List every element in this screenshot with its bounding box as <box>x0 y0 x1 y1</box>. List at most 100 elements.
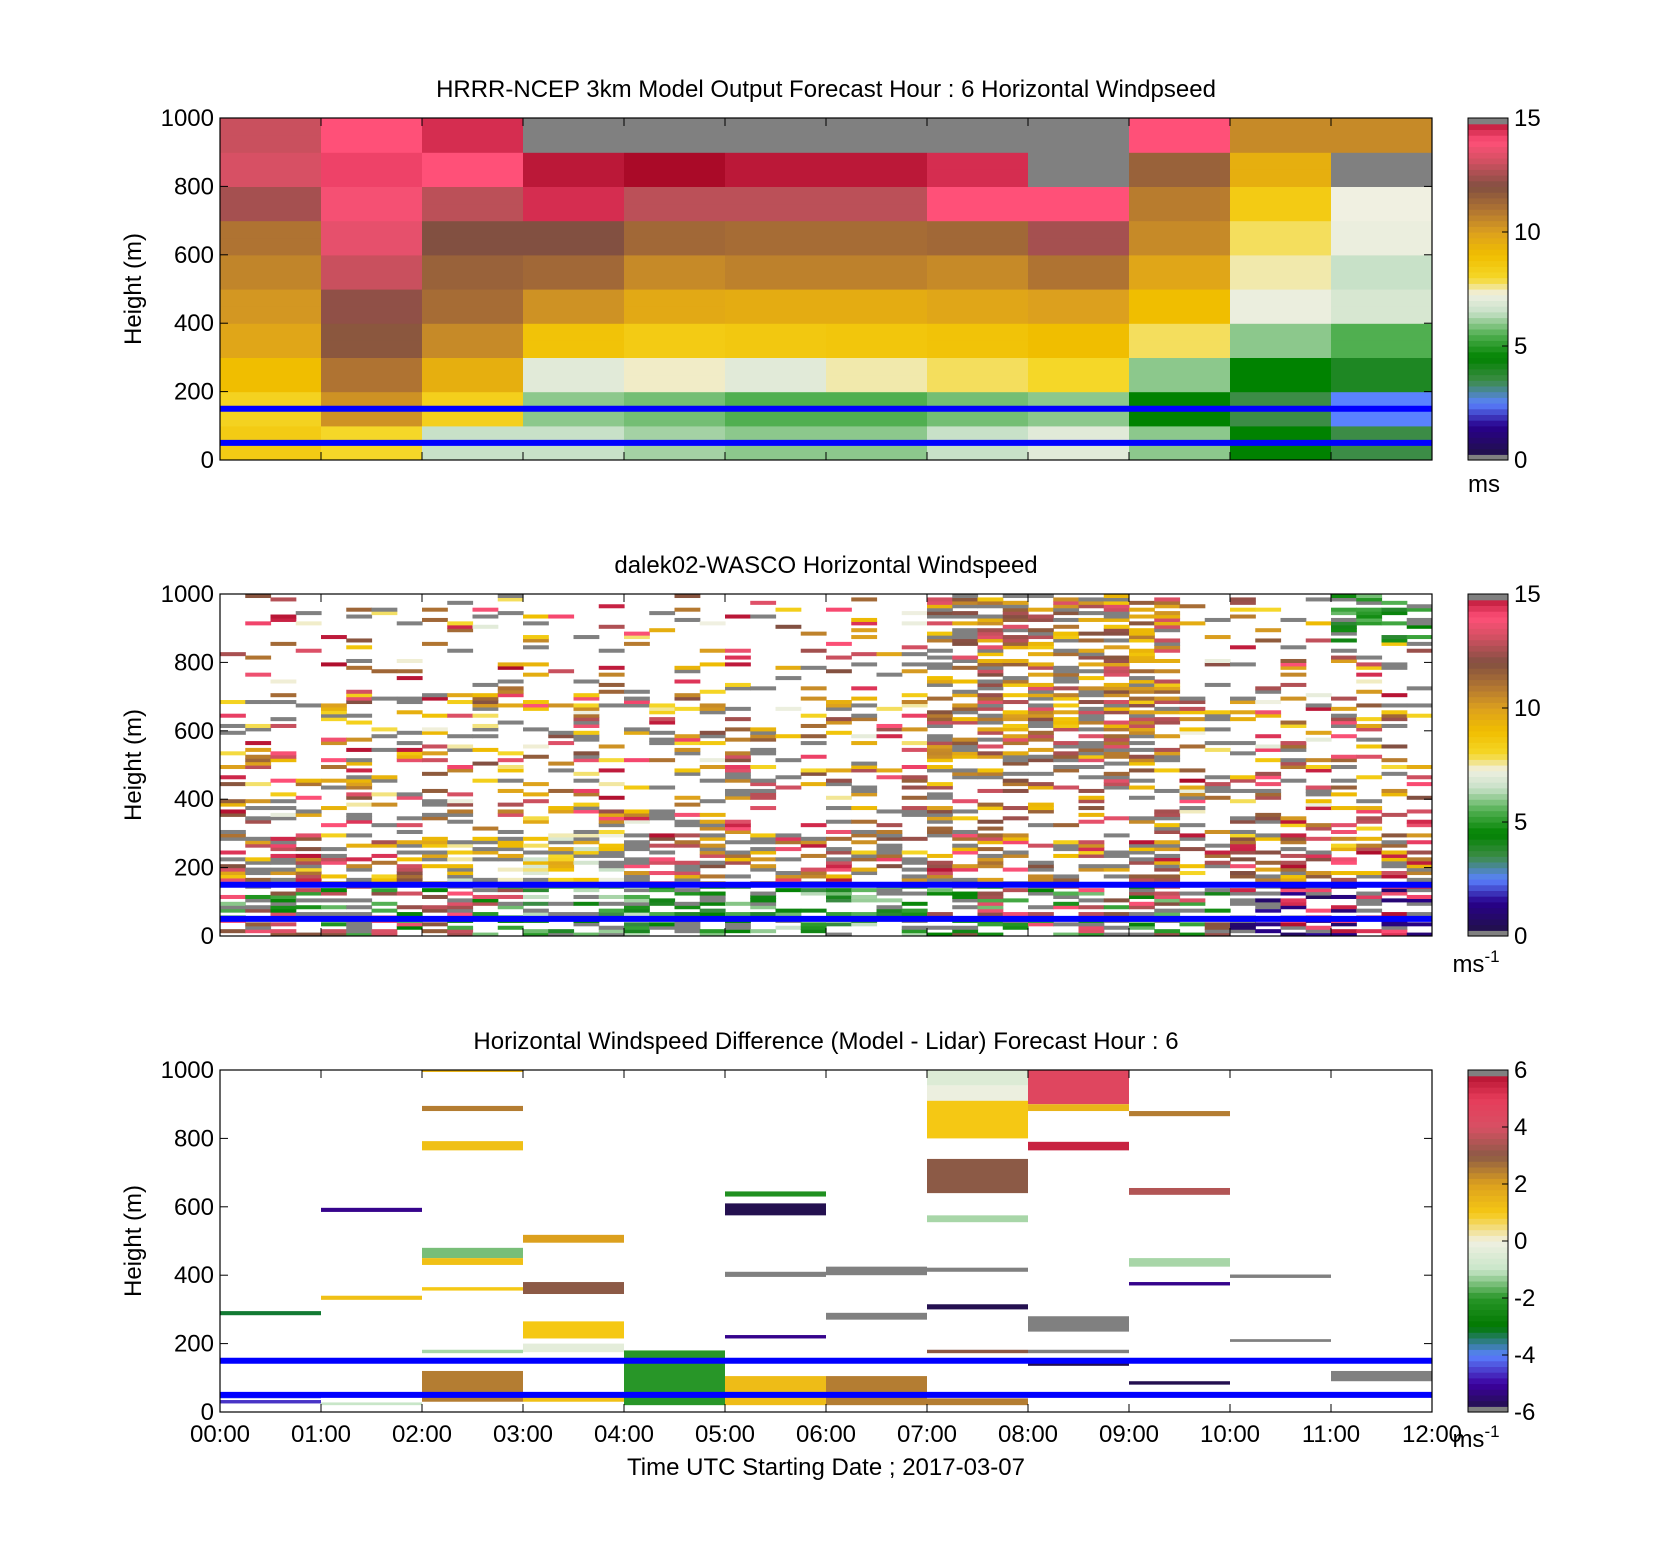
heatmap-cell <box>927 631 953 636</box>
heatmap-cell <box>1028 785 1054 790</box>
heatmap-cell <box>750 782 777 787</box>
heatmap-cell <box>321 662 347 667</box>
heatmap-cell <box>1255 713 1282 718</box>
heatmap-cell <box>1154 932 1181 936</box>
colorbar-swatch <box>1468 810 1508 817</box>
heatmap-cell <box>1028 888 1054 893</box>
heatmap-cell <box>1078 710 1105 715</box>
heatmap-cell <box>371 607 398 612</box>
heatmap-cell <box>245 806 272 811</box>
heatmap-cell <box>497 689 524 694</box>
x-tick-label: 09:00 <box>1099 1421 1159 1448</box>
heatmap-cell <box>927 621 953 626</box>
heatmap-cell <box>523 340 625 358</box>
colorbar-swatch <box>1468 1098 1508 1105</box>
heatmap-cell <box>1154 641 1181 646</box>
colorbar-swatch <box>1468 1206 1508 1214</box>
heatmap-cell <box>245 761 272 766</box>
y-tick-label: 800 <box>174 649 214 676</box>
heatmap-cell <box>725 857 751 862</box>
heatmap-cell <box>1078 648 1105 653</box>
heatmap-cell <box>901 703 928 708</box>
heatmap-cell <box>422 186 524 205</box>
heatmap-cell <box>649 758 676 763</box>
heatmap-cell <box>876 727 903 732</box>
heatmap-cell <box>346 645 373 650</box>
colorbar-swatch <box>1468 408 1508 415</box>
heatmap-cell <box>775 857 802 862</box>
heatmap-cell <box>548 853 575 858</box>
heatmap-cell <box>573 833 600 838</box>
heatmap-cell <box>422 306 524 324</box>
heatmap-cell <box>220 877 246 882</box>
heatmap-cell <box>1129 254 1231 273</box>
heatmap-cell <box>927 754 953 759</box>
heatmap-cell <box>598 819 625 824</box>
heatmap-cell <box>1230 717 1256 722</box>
heatmap-cell <box>977 877 1004 882</box>
colorbar-swatch <box>1468 1212 1508 1219</box>
heatmap-cell <box>1255 686 1282 691</box>
heatmap-cell <box>422 271 524 290</box>
heatmap-cell <box>1331 118 1432 136</box>
heatmap-cell <box>1381 891 1408 896</box>
heatmap-cell <box>1280 778 1307 783</box>
heatmap-cell <box>1381 717 1408 722</box>
heatmap-cell <box>750 929 777 934</box>
heatmap-cell <box>1179 823 1206 828</box>
heatmap-cell <box>674 737 701 742</box>
heatmap-cell <box>1230 901 1256 906</box>
heatmap-cell <box>1305 874 1332 879</box>
heatmap-cell <box>1406 819 1432 824</box>
heatmap-cell <box>523 635 549 640</box>
heatmap-cell <box>1305 621 1332 626</box>
heatmap-cell <box>725 737 751 742</box>
heatmap-cell <box>422 442 524 460</box>
heatmap-cell <box>1331 922 1357 927</box>
colorbar-unit: ms-1 <box>1452 947 1499 978</box>
heatmap-cell <box>220 391 322 410</box>
heatmap-cell <box>346 696 373 701</box>
difference-segment <box>927 1158 1028 1194</box>
heatmap-cell <box>750 686 777 691</box>
heatmap-cell <box>876 652 903 657</box>
heatmap-cell <box>573 912 600 917</box>
heatmap-cell <box>1406 775 1432 780</box>
heatmap-cell <box>220 254 322 273</box>
heatmap-cell <box>1280 871 1307 876</box>
heatmap-cell <box>1078 638 1105 643</box>
heatmap-cell <box>346 638 373 643</box>
heatmap-cell <box>977 662 1004 667</box>
heatmap-cell <box>220 850 246 855</box>
heatmap-cell <box>1129 271 1231 290</box>
heatmap-cell <box>371 874 398 879</box>
heatmap-cell <box>977 669 1004 674</box>
heatmap-cell <box>1028 877 1054 882</box>
heatmap-cell <box>1154 843 1181 848</box>
heatmap-cell <box>826 289 928 307</box>
heatmap-cell <box>1078 891 1105 896</box>
colorbar-frame <box>1467 593 1509 937</box>
colorbar-swatch <box>1468 1235 1508 1242</box>
heatmap-cell <box>270 836 297 841</box>
heatmap-cell <box>826 877 852 882</box>
heatmap-cell <box>396 669 423 674</box>
heatmap-cell <box>295 932 322 936</box>
heatmap-cell <box>649 850 676 855</box>
heatmap-cell <box>624 442 726 460</box>
colorbar-swatch <box>1468 844 1508 852</box>
heatmap-cell <box>1154 679 1181 684</box>
heatmap-cell <box>826 836 852 841</box>
heatmap-cell <box>1129 819 1155 824</box>
difference-segment <box>422 1247 523 1259</box>
heatmap-cell <box>295 648 322 653</box>
heatmap-cell <box>674 795 701 800</box>
heatmap-cell <box>1331 706 1357 711</box>
colorbar-swatch <box>1468 391 1508 398</box>
heatmap-cell <box>851 840 878 845</box>
heatmap-cell <box>1103 744 1130 749</box>
heatmap-cell <box>295 874 322 879</box>
heatmap-cell <box>1280 877 1307 882</box>
heatmap-cell <box>1381 635 1408 640</box>
heatmap-cell <box>977 700 1004 705</box>
